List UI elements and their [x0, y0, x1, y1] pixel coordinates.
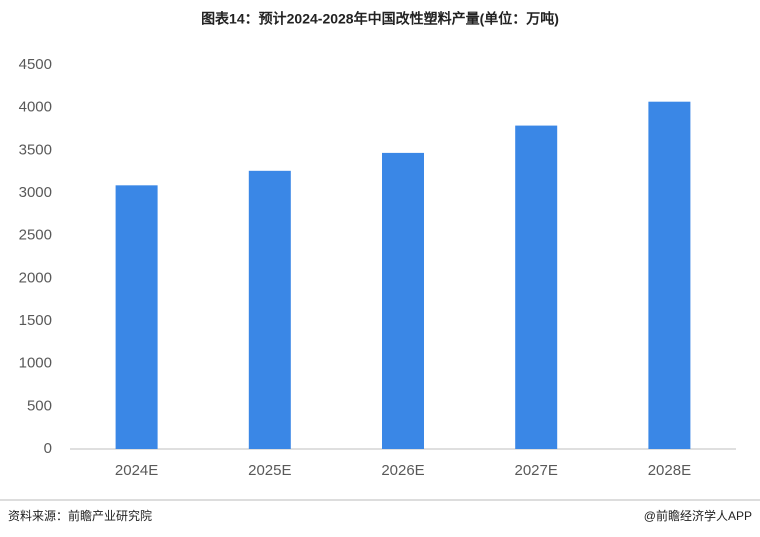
y-tick-label: 1500 [19, 312, 52, 329]
bar [515, 125, 558, 449]
y-tick-label: 4000 [19, 99, 52, 116]
credit-note: @前瞻经济学人APP [644, 508, 752, 523]
x-tick-label: 2026E [381, 462, 424, 479]
x-tick-label: 2028E [648, 462, 691, 479]
y-tick-label: 4500 [19, 56, 52, 73]
source-note: 资料来源：前瞻产业研究院 [8, 508, 152, 523]
y-tick-label: 0 [44, 440, 52, 457]
x-tick-label: 2025E [248, 462, 291, 479]
y-tick-label: 3000 [19, 184, 52, 201]
chart-title: 图表14：预计2024-2028年中国改性塑料产量(单位：万吨) [201, 11, 559, 27]
bar [248, 170, 291, 449]
y-tick-label: 1000 [19, 355, 52, 372]
y-tick-label: 3500 [19, 141, 52, 158]
y-tick-label: 2000 [19, 269, 52, 286]
y-tick-label: 2500 [19, 227, 52, 244]
x-tick-label: 2027E [515, 462, 558, 479]
bar [648, 101, 691, 450]
bar [115, 185, 158, 449]
x-tick-label: 2024E [115, 462, 158, 479]
bar [382, 152, 424, 450]
y-tick-label: 500 [27, 397, 52, 414]
